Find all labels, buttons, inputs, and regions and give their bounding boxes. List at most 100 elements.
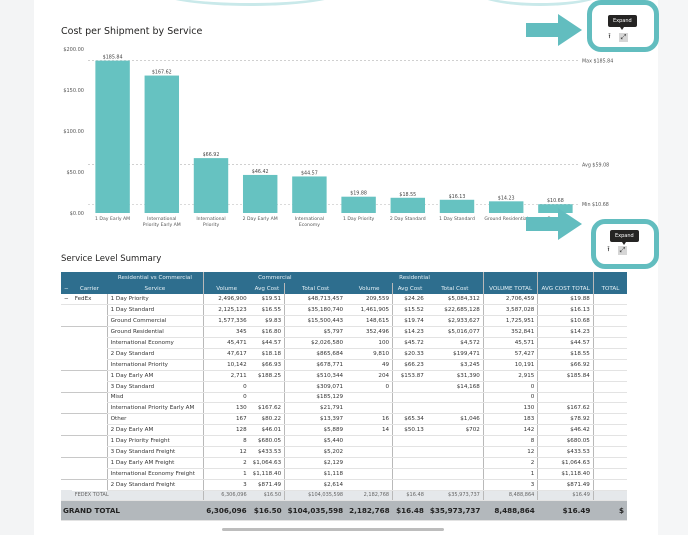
col-total[interactable]: TOTAL bbox=[592, 283, 627, 294]
vol-total-cell: 2,915 bbox=[482, 370, 538, 382]
table-row[interactable]: International Priority 10,142 $66.93 $678,7… bbox=[61, 359, 627, 371]
service-cell: Other bbox=[106, 413, 204, 426]
r-volume-cell bbox=[346, 402, 393, 415]
avg-total-cell: $10.68 bbox=[537, 315, 594, 328]
col-commercial-avg-cost[interactable]: Avg Cost bbox=[249, 283, 285, 294]
r-avg-cell bbox=[392, 435, 427, 447]
r-avg-cell: $20.33 bbox=[392, 348, 427, 360]
table-row[interactable]: 1 Day Early AM Freight 2 $1,064.63 $2,129 2 $… bbox=[61, 457, 627, 469]
table-row[interactable]: Misd 0 $185,129 0 bbox=[61, 392, 627, 404]
y-tick-label: $50.00 bbox=[67, 170, 85, 176]
avg-total-cell: $871.49 bbox=[537, 479, 594, 491]
c-total-cell: $2,614 bbox=[284, 479, 347, 491]
table-row[interactable]: 1 Day Standard 2,125,123 $16.55 $35,180,740… bbox=[61, 304, 627, 317]
col-commercial-total-cost[interactable]: Total Cost bbox=[284, 283, 347, 294]
table-row[interactable]: Ground Commercial 1,577,336 $9.83 $15,500,4… bbox=[61, 315, 627, 328]
x-tick-label: 2 Day Early AM bbox=[243, 216, 278, 222]
col-residential-avg-cost[interactable]: Avg Cost bbox=[392, 283, 427, 294]
avg-total-cell: $1,064.63 bbox=[537, 457, 594, 469]
subtotal-c-avg: $16.50 bbox=[249, 490, 285, 502]
table-row[interactable]: International Economy 45,471 $44.57 $2,026,… bbox=[61, 337, 627, 349]
vol-total-cell: 45,571 bbox=[482, 337, 538, 349]
table-row[interactable]: 3 Day Standard Freight 12 $433.53 $5,202 12 $… bbox=[61, 446, 627, 458]
service-cell: 1 Day Priority Freight bbox=[106, 435, 204, 447]
service-cell: 1 Day Priority bbox=[106, 294, 204, 306]
horizontal-scrollbar[interactable] bbox=[222, 528, 444, 531]
grand-total-partial: $ bbox=[593, 500, 627, 522]
table-row[interactable]: 2 Day Standard 47,617 $18.18 $865,684 9,810 $… bbox=[61, 348, 627, 360]
r-avg-cell: $24.26 bbox=[392, 294, 427, 306]
avg-total-cell: $46.42 bbox=[537, 424, 594, 437]
table-row[interactable]: 2 Day Early AM 128 $46.01 $5,889 14 $50.13 $70… bbox=[61, 424, 627, 437]
r-total-cell bbox=[426, 479, 484, 491]
c-volume-cell: 2,125,123 bbox=[202, 304, 250, 317]
avg-total-cell: $16.13 bbox=[537, 304, 594, 317]
export-icon[interactable]: ⭱ bbox=[607, 245, 610, 253]
table-row[interactable]: International Priority Early AM 130 $167.6… bbox=[61, 402, 627, 415]
service-cell: 2 Day Standard Freight bbox=[106, 479, 204, 491]
col-avg-cost-total[interactable]: AVG COST TOTAL bbox=[537, 283, 594, 294]
col-commercial-volume[interactable]: Volume bbox=[202, 283, 250, 294]
reference-label-avg: Avg $59.08 bbox=[582, 163, 609, 169]
c-avg-cell: $16.55 bbox=[249, 304, 285, 317]
grand-r-total: $35,973,737 bbox=[426, 500, 484, 522]
r-avg-cell bbox=[392, 479, 427, 491]
service-cell: Ground Commercial bbox=[106, 315, 204, 328]
vol-total-cell: 352,841 bbox=[482, 326, 538, 339]
table-row[interactable]: Other 167 $80.22 $13,397 16 $65.34 $1,046 183 $7… bbox=[61, 413, 627, 426]
service-cell: Ground Residential bbox=[106, 326, 204, 339]
expand-icon[interactable]: ⤢ bbox=[618, 246, 627, 255]
subtotal-r-total: $35,973,737 bbox=[426, 490, 484, 502]
c-total-cell: $48,713,457 bbox=[284, 294, 347, 306]
carrier-collapse-toggle[interactable]: − bbox=[61, 294, 72, 306]
service-level-table[interactable]: Residential vs Commercial Commercial Res… bbox=[61, 272, 627, 529]
vol-total-cell: 1,725,951 bbox=[482, 315, 538, 328]
col-carrier[interactable]: Carrier bbox=[71, 283, 108, 294]
collapse-toggle[interactable]: − bbox=[61, 283, 72, 294]
table-row[interactable]: 1 Day Early AM 2,711 $188.25 $510,344 204 $15… bbox=[61, 370, 627, 382]
collapse-all-toggle[interactable] bbox=[61, 272, 72, 283]
table-row[interactable]: 1 Day Priority Freight 8 $680.05 $5,440 8 $68… bbox=[61, 435, 627, 447]
bar-data-label: $10.68 bbox=[547, 198, 564, 204]
c-avg-cell: $44.57 bbox=[249, 337, 285, 349]
table-row[interactable]: 2 Day Standard Freight 3 $871.49 $2,614 3 $87… bbox=[61, 479, 627, 491]
c-total-cell: $5,202 bbox=[284, 446, 347, 458]
grand-vol-total: 8,488,864 bbox=[483, 500, 538, 522]
vol-total-cell: 8 bbox=[482, 435, 538, 447]
x-tick-label: International bbox=[147, 216, 176, 222]
expand-icon[interactable]: ⤢ bbox=[619, 33, 628, 42]
export-icon[interactable]: ⭱ bbox=[608, 32, 611, 40]
subtotal-label: FEDEX TOTAL bbox=[71, 490, 204, 502]
r-total-cell: $4,572 bbox=[426, 337, 484, 349]
c-avg-cell: $80.22 bbox=[249, 413, 285, 426]
bar bbox=[488, 201, 524, 213]
y-tick-label: $150.00 bbox=[63, 88, 84, 94]
bar-data-label: $44.57 bbox=[301, 170, 318, 176]
r-volume-cell: 352,496 bbox=[346, 326, 393, 339]
c-volume-cell: 167 bbox=[202, 413, 250, 426]
c-total-cell: $865,684 bbox=[284, 348, 347, 360]
avg-total-cell: $680.05 bbox=[537, 435, 594, 447]
col-residential-volume[interactable]: Volume bbox=[346, 283, 393, 294]
table-row[interactable]: Ground Residential 345 $16.80 $5,797 352,496… bbox=[61, 326, 627, 339]
c-total-cell: $2,026,580 bbox=[284, 337, 347, 349]
c-avg-cell: $16.80 bbox=[249, 326, 285, 339]
col-service[interactable]: Service bbox=[107, 283, 204, 294]
vol-total-cell: 10,191 bbox=[482, 359, 538, 371]
r-avg-cell bbox=[392, 402, 427, 415]
col-volume-total[interactable]: VOLUME TOTAL bbox=[482, 283, 538, 294]
table-row[interactable]: 3 Day Standard 0 $309,071 0 $14,168 0 bbox=[61, 381, 627, 393]
bar bbox=[242, 174, 278, 213]
avg-total-cell: $167.62 bbox=[537, 402, 594, 415]
table-row[interactable]: International Economy Freight 1 $1,118.40 $… bbox=[61, 468, 627, 480]
bar bbox=[439, 199, 475, 213]
r-volume-cell bbox=[346, 446, 393, 458]
table-row[interactable]: − FedEx 1 Day Priority 2,496,900 $19.51 $48,7… bbox=[61, 294, 627, 306]
vol-total-cell: 130 bbox=[482, 402, 538, 415]
col-residential-total-cost[interactable]: Total Cost bbox=[426, 283, 484, 294]
service-cell: 1 Day Standard bbox=[106, 304, 204, 317]
expand-tooltip: Expand bbox=[610, 230, 639, 245]
vol-total-cell: 2,706,459 bbox=[482, 294, 538, 306]
x-tick-label: Ground Residential bbox=[484, 216, 528, 222]
avg-total-cell: $19.88 bbox=[537, 294, 594, 306]
